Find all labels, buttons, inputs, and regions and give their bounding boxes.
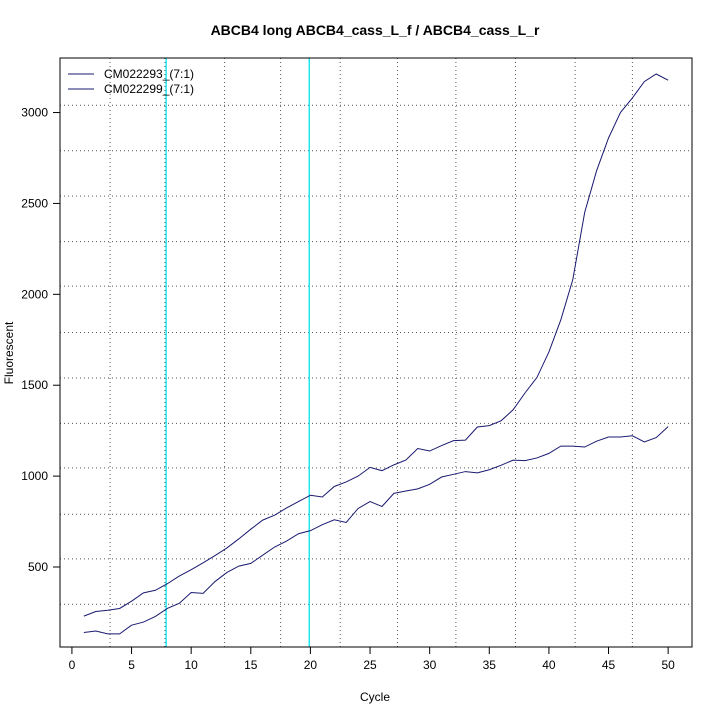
- chart-title: ABCB4 long ABCB4_cass_L_f / ABCB4_cass_L…: [211, 22, 540, 38]
- threshold-lines: [165, 58, 310, 647]
- x-tick-label-1: 5: [128, 658, 135, 672]
- legend: CM022293_(7:1)CM022299_(7:1): [68, 67, 194, 96]
- x-tick-label-8: 40: [542, 658, 556, 672]
- x-axis-label: Cycle: [360, 690, 390, 704]
- x-tick-label-6: 30: [423, 658, 437, 672]
- legend-label-0: CM022293_(7:1): [104, 67, 194, 81]
- x-tick-label-7: 35: [483, 658, 497, 672]
- y-tick-label-4: 2500: [21, 196, 48, 210]
- legend-label-1: CM022299_(7:1): [104, 82, 194, 96]
- x-axis: 0 5 10 15 20 25 30 35 40 45 50: [69, 647, 675, 672]
- y-axis: 500 1000 1500 2000 2500 3000: [21, 106, 60, 574]
- y-tick-label-5: 3000: [21, 106, 48, 120]
- series-layer: [83, 73, 669, 635]
- grid-layer: [60, 58, 692, 647]
- x-tick-label-3: 15: [244, 658, 258, 672]
- y-tick-label-1: 1000: [21, 469, 48, 483]
- x-tick-label-9: 45: [602, 658, 616, 672]
- y-tick-label-0: 500: [28, 560, 48, 574]
- series-line-1: [83, 73, 669, 617]
- x-tick-label-5: 25: [363, 658, 377, 672]
- y-tick-label-3: 2000: [21, 287, 48, 301]
- x-tick-label-2: 10: [184, 658, 198, 672]
- x-tick-label-0: 0: [69, 658, 76, 672]
- y-tick-label-2: 1500: [21, 378, 48, 392]
- x-tick-label-10: 50: [661, 658, 675, 672]
- series-line-0: [83, 426, 669, 635]
- plot-area-frame: [59, 57, 693, 648]
- x-tick-label-4: 20: [304, 658, 318, 672]
- y-axis-label: Fluorescent: [2, 321, 16, 384]
